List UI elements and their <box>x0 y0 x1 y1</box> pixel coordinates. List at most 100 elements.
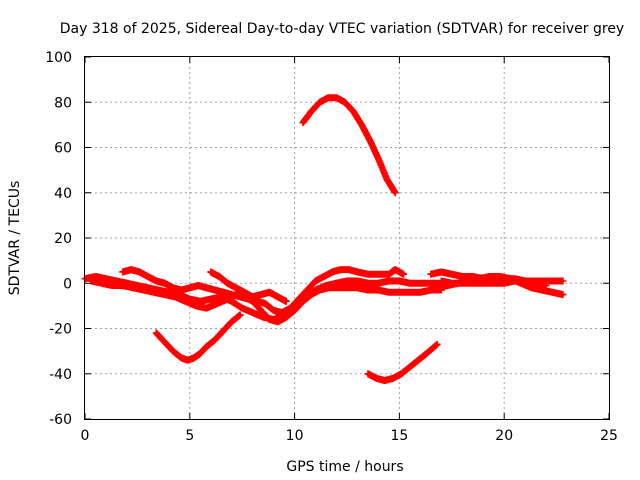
data-point <box>242 290 246 294</box>
data-point <box>272 308 276 312</box>
data-point <box>209 297 213 301</box>
chart-title: Day 318 of 2025, Sidereal Day-to-day VTE… <box>60 21 624 37</box>
data-point <box>366 272 370 276</box>
data-point <box>301 299 305 303</box>
data-point <box>481 281 485 285</box>
data-point <box>488 274 492 278</box>
data-point <box>355 286 359 290</box>
data-point <box>376 157 380 161</box>
data-point <box>100 281 104 285</box>
data-point <box>429 272 433 276</box>
data-point <box>293 308 297 312</box>
data-point <box>339 268 343 272</box>
data-point <box>104 277 108 281</box>
x-tick-label: 10 <box>286 428 304 444</box>
data-point <box>368 139 372 143</box>
y-tick-label: -40 <box>49 367 72 383</box>
data-point <box>305 288 309 292</box>
data-point <box>335 286 339 290</box>
data-point <box>221 290 225 294</box>
data-point <box>439 270 443 274</box>
data-point <box>397 290 401 294</box>
series-track-low-dip-a <box>152 311 244 364</box>
data-point <box>205 345 209 349</box>
data-point <box>439 279 443 283</box>
data-point <box>163 293 167 297</box>
data-point <box>450 272 454 276</box>
series-markers <box>152 311 244 364</box>
data-point <box>435 342 439 346</box>
x-tick-label: 0 <box>81 428 90 444</box>
data-point <box>234 293 238 297</box>
data-point <box>498 274 502 278</box>
data-point <box>502 281 506 285</box>
data-point <box>198 351 202 355</box>
data-point <box>192 356 196 360</box>
data-point <box>89 279 93 283</box>
y-tick-label: 60 <box>54 141 72 157</box>
data-point <box>387 272 391 276</box>
data-point <box>326 96 330 100</box>
data-point <box>408 281 412 285</box>
data-point <box>435 286 439 290</box>
data-point <box>259 308 263 312</box>
data-point <box>387 279 391 283</box>
data-point <box>173 295 177 299</box>
data-point <box>544 279 548 283</box>
data-point <box>267 317 271 321</box>
y-tick-label: -60 <box>49 412 72 428</box>
data-point <box>366 281 370 285</box>
data-point <box>221 329 225 333</box>
y-tick-label: 40 <box>54 186 72 202</box>
data-point <box>550 290 554 294</box>
data-point <box>471 281 475 285</box>
data-point <box>330 270 334 274</box>
data-point <box>450 281 454 285</box>
data-point <box>121 284 125 288</box>
data-point <box>393 191 397 195</box>
data-point <box>171 349 175 353</box>
data-point <box>425 351 429 355</box>
data-point <box>534 279 538 283</box>
data-point <box>429 281 433 285</box>
data-point <box>393 268 397 272</box>
data-point <box>355 279 359 283</box>
series-markers <box>299 94 399 197</box>
data-point <box>209 270 213 274</box>
data-point <box>288 306 292 310</box>
data-point <box>154 279 158 283</box>
data-point <box>205 286 209 290</box>
x-tick-label: 5 <box>185 428 194 444</box>
data-point <box>137 270 141 274</box>
data-point <box>205 306 209 310</box>
x-tick-label: 20 <box>495 428 513 444</box>
data-point <box>376 272 380 276</box>
data-point <box>217 274 221 278</box>
series-track-high-arc <box>299 94 399 197</box>
data-point <box>215 302 219 306</box>
data-point <box>110 284 114 288</box>
data-point <box>387 290 391 294</box>
data-point <box>267 290 271 294</box>
y-tick-label: -20 <box>49 322 72 338</box>
data-point <box>477 277 481 281</box>
data-point <box>179 288 183 292</box>
data-point <box>391 376 395 380</box>
data-point <box>366 288 370 292</box>
data-point <box>322 274 326 278</box>
data-point <box>374 376 378 380</box>
data-point <box>114 279 118 283</box>
data-point <box>418 281 422 285</box>
plot-frame <box>84 56 610 420</box>
data-point <box>544 284 548 288</box>
data-point <box>131 286 135 290</box>
data-point <box>366 372 370 376</box>
data-point <box>186 358 190 362</box>
data-point <box>385 177 389 181</box>
data-point <box>213 288 217 292</box>
data-point <box>523 281 527 285</box>
series-track-band-3 <box>87 277 445 326</box>
data-point <box>347 268 351 272</box>
y-tick-label: 80 <box>54 95 72 111</box>
